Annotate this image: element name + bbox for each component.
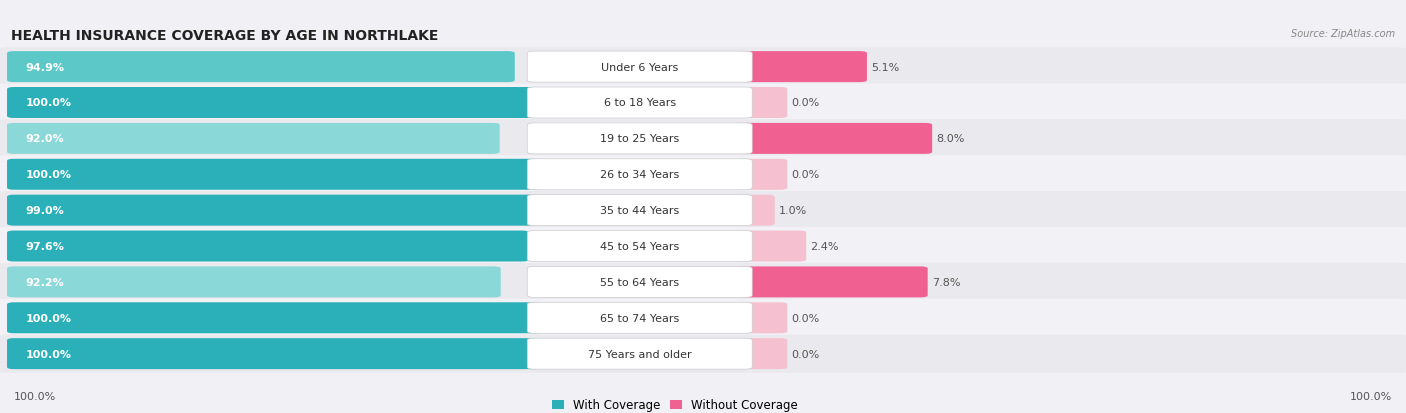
FancyBboxPatch shape — [527, 231, 752, 262]
Text: 75 Years and older: 75 Years and older — [588, 349, 692, 359]
FancyBboxPatch shape — [0, 192, 1406, 230]
FancyBboxPatch shape — [7, 303, 541, 333]
FancyBboxPatch shape — [738, 52, 868, 83]
Text: 5.1%: 5.1% — [872, 62, 900, 72]
Text: 7.8%: 7.8% — [932, 277, 960, 287]
Text: 92.2%: 92.2% — [25, 277, 65, 287]
Text: 92.0%: 92.0% — [25, 134, 63, 144]
FancyBboxPatch shape — [7, 52, 515, 83]
FancyBboxPatch shape — [527, 303, 752, 333]
Text: 45 to 54 Years: 45 to 54 Years — [600, 242, 679, 252]
FancyBboxPatch shape — [0, 335, 1406, 373]
FancyBboxPatch shape — [738, 338, 787, 369]
FancyBboxPatch shape — [7, 195, 536, 226]
FancyBboxPatch shape — [0, 48, 1406, 86]
FancyBboxPatch shape — [527, 338, 752, 369]
Text: 26 to 34 Years: 26 to 34 Years — [600, 170, 679, 180]
FancyBboxPatch shape — [527, 123, 752, 154]
Text: 35 to 44 Years: 35 to 44 Years — [600, 206, 679, 216]
Text: 0.0%: 0.0% — [792, 349, 820, 359]
FancyBboxPatch shape — [738, 195, 775, 226]
FancyBboxPatch shape — [0, 84, 1406, 122]
Text: 99.0%: 99.0% — [25, 206, 65, 216]
Text: 97.6%: 97.6% — [25, 242, 65, 252]
Text: 0.0%: 0.0% — [792, 313, 820, 323]
FancyBboxPatch shape — [738, 267, 928, 298]
FancyBboxPatch shape — [7, 231, 529, 262]
Text: 100.0%: 100.0% — [1350, 392, 1392, 401]
FancyBboxPatch shape — [7, 88, 541, 119]
Text: 65 to 74 Years: 65 to 74 Years — [600, 313, 679, 323]
Text: 94.9%: 94.9% — [25, 62, 65, 72]
Text: 2.4%: 2.4% — [810, 242, 839, 252]
FancyBboxPatch shape — [738, 231, 806, 262]
Text: HEALTH INSURANCE COVERAGE BY AGE IN NORTHLAKE: HEALTH INSURANCE COVERAGE BY AGE IN NORT… — [11, 29, 439, 43]
FancyBboxPatch shape — [738, 123, 932, 154]
FancyBboxPatch shape — [0, 120, 1406, 158]
FancyBboxPatch shape — [0, 156, 1406, 194]
Text: 100.0%: 100.0% — [14, 392, 56, 401]
FancyBboxPatch shape — [7, 159, 541, 190]
FancyBboxPatch shape — [0, 263, 1406, 301]
Text: Source: ZipAtlas.com: Source: ZipAtlas.com — [1291, 29, 1395, 39]
Text: 100.0%: 100.0% — [25, 170, 72, 180]
FancyBboxPatch shape — [527, 159, 752, 190]
Text: 6 to 18 Years: 6 to 18 Years — [603, 98, 676, 108]
FancyBboxPatch shape — [527, 52, 752, 83]
FancyBboxPatch shape — [7, 267, 501, 298]
Text: 8.0%: 8.0% — [936, 134, 965, 144]
FancyBboxPatch shape — [7, 338, 541, 369]
FancyBboxPatch shape — [7, 123, 499, 154]
FancyBboxPatch shape — [0, 228, 1406, 266]
Text: 100.0%: 100.0% — [25, 98, 72, 108]
FancyBboxPatch shape — [527, 195, 752, 226]
FancyBboxPatch shape — [527, 88, 752, 119]
Text: 0.0%: 0.0% — [792, 98, 820, 108]
FancyBboxPatch shape — [738, 159, 787, 190]
Text: 1.0%: 1.0% — [779, 206, 807, 216]
FancyBboxPatch shape — [0, 299, 1406, 337]
Text: 55 to 64 Years: 55 to 64 Years — [600, 277, 679, 287]
Text: 100.0%: 100.0% — [25, 313, 72, 323]
FancyBboxPatch shape — [738, 303, 787, 333]
Text: Under 6 Years: Under 6 Years — [602, 62, 678, 72]
Legend: With Coverage, Without Coverage: With Coverage, Without Coverage — [551, 398, 799, 411]
Text: 100.0%: 100.0% — [25, 349, 72, 359]
FancyBboxPatch shape — [527, 267, 752, 298]
Text: 19 to 25 Years: 19 to 25 Years — [600, 134, 679, 144]
FancyBboxPatch shape — [738, 88, 787, 119]
Text: 0.0%: 0.0% — [792, 170, 820, 180]
